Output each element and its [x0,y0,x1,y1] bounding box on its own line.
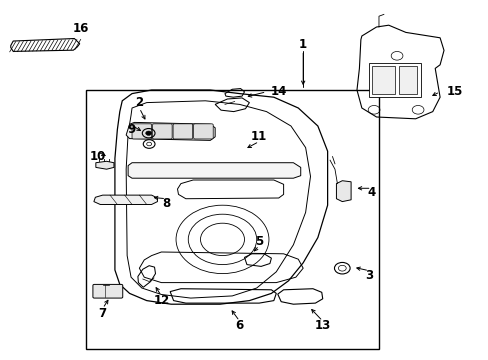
Polygon shape [94,195,157,204]
Text: 9: 9 [127,123,135,136]
Text: 3: 3 [365,269,372,282]
FancyBboxPatch shape [132,124,151,139]
FancyBboxPatch shape [368,63,420,97]
Polygon shape [128,163,300,178]
Text: 14: 14 [270,85,286,98]
Text: 1: 1 [299,39,306,51]
Text: 10: 10 [89,150,106,163]
FancyBboxPatch shape [85,90,378,349]
Text: 15: 15 [446,85,462,98]
Text: 5: 5 [255,235,263,248]
Text: 13: 13 [314,319,330,332]
Circle shape [145,131,151,135]
Polygon shape [96,161,114,169]
Text: 4: 4 [367,186,375,199]
Text: 12: 12 [153,294,169,307]
Text: 2: 2 [135,96,143,109]
Text: 16: 16 [72,22,89,35]
FancyBboxPatch shape [152,124,172,139]
FancyBboxPatch shape [93,284,122,298]
Polygon shape [126,122,215,140]
Text: 7: 7 [99,307,106,320]
Text: 6: 6 [235,319,243,332]
Polygon shape [336,181,350,202]
Text: 11: 11 [250,130,267,143]
FancyBboxPatch shape [371,66,394,94]
FancyBboxPatch shape [173,124,192,139]
FancyBboxPatch shape [398,66,416,94]
FancyBboxPatch shape [193,124,213,139]
Text: 8: 8 [162,197,170,210]
